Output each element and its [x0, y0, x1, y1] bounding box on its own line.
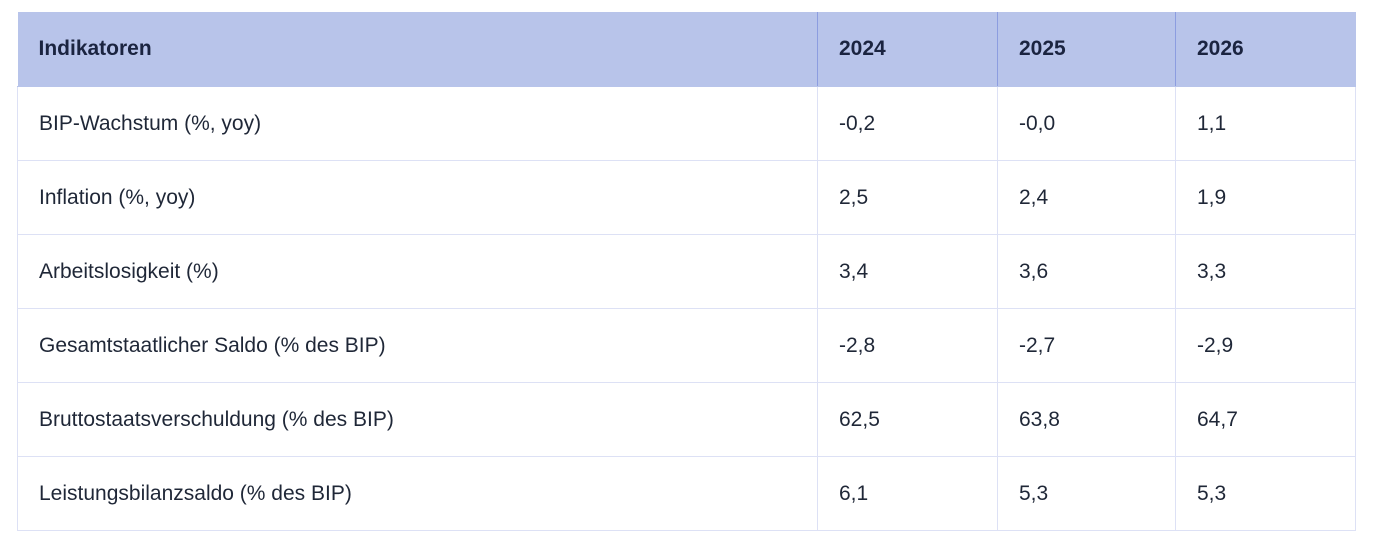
table-row: Gesamtstaatlicher Saldo (% des BIP) -2,8…	[17, 308, 1356, 383]
row-label: Leistungsbilanzsaldo (% des BIP)	[17, 456, 818, 531]
row-label: BIP-Wachstum (%, yoy)	[17, 86, 818, 161]
cell-value: 62,5	[817, 382, 998, 457]
header-indikatoren: Indikatoren	[17, 12, 818, 87]
row-label: Gesamtstaatlicher Saldo (% des BIP)	[17, 308, 818, 383]
row-label: Inflation (%, yoy)	[17, 160, 818, 235]
cell-value: -2,7	[997, 308, 1176, 383]
table-header: Indikatoren 2024 2025 2026	[17, 12, 1356, 87]
table-body: BIP-Wachstum (%, yoy) -0,2 -0,0 1,1 Infl…	[17, 86, 1356, 531]
header-year-2026: 2026	[1175, 12, 1356, 87]
header-year-2024: 2024	[817, 12, 998, 87]
table-row: Leistungsbilanzsaldo (% des BIP) 6,1 5,3…	[17, 456, 1356, 531]
cell-value: -2,8	[817, 308, 998, 383]
cell-value: 1,9	[1175, 160, 1356, 235]
cell-value: -0,2	[817, 86, 998, 161]
cell-value: 5,3	[997, 456, 1176, 531]
cell-value: -2,9	[1175, 308, 1356, 383]
table-row: BIP-Wachstum (%, yoy) -0,2 -0,0 1,1	[17, 86, 1356, 161]
cell-value: 64,7	[1175, 382, 1356, 457]
row-label: Bruttostaatsverschuldung (% des BIP)	[17, 382, 818, 457]
row-label: Arbeitslosigkeit (%)	[17, 234, 818, 309]
cell-value: 63,8	[997, 382, 1176, 457]
header-row: Indikatoren 2024 2025 2026	[17, 12, 1356, 87]
cell-value: 3,6	[997, 234, 1176, 309]
cell-value: 6,1	[817, 456, 998, 531]
cell-value: 3,4	[817, 234, 998, 309]
indicators-table: Indikatoren 2024 2025 2026 BIP-Wachstum …	[17, 12, 1356, 531]
cell-value: 3,3	[1175, 234, 1356, 309]
header-year-2025: 2025	[997, 12, 1176, 87]
table-row: Inflation (%, yoy) 2,5 2,4 1,9	[17, 160, 1356, 235]
table-row: Arbeitslosigkeit (%) 3,4 3,6 3,3	[17, 234, 1356, 309]
cell-value: 1,1	[1175, 86, 1356, 161]
cell-value: 2,4	[997, 160, 1176, 235]
table-row: Bruttostaatsverschuldung (% des BIP) 62,…	[17, 382, 1356, 457]
cell-value: 2,5	[817, 160, 998, 235]
cell-value: -0,0	[997, 86, 1176, 161]
indicators-table-container: Indikatoren 2024 2025 2026 BIP-Wachstum …	[17, 12, 1356, 531]
cell-value: 5,3	[1175, 456, 1356, 531]
